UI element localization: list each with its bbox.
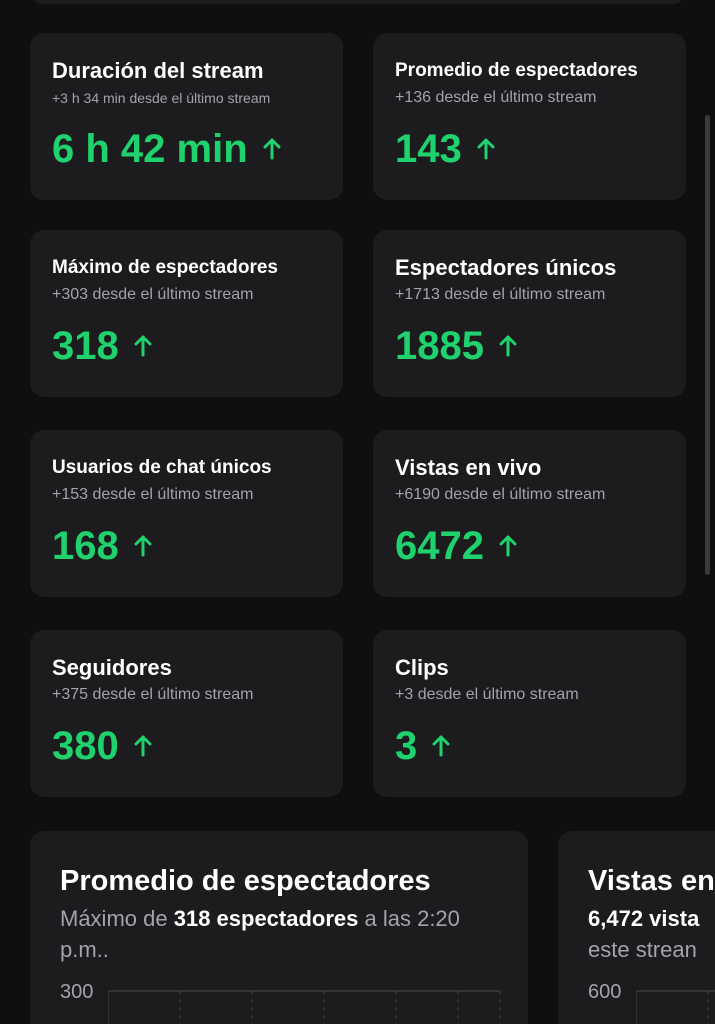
chart-title: Promedio de espectadores — [60, 865, 431, 897]
stat-value-row: 318 — [52, 324, 323, 368]
stat-card-stream-duration[interactable]: Duración del stream +3 h 34 min desde el… — [30, 33, 343, 200]
arrow-up-icon — [263, 138, 281, 160]
stat-value-row: 6 h 42 min — [52, 127, 323, 171]
stat-value-row: 168 — [52, 524, 323, 568]
stat-title: Vistas en vivo — [395, 455, 542, 480]
chart-grid — [636, 990, 715, 1024]
arrow-up-icon — [432, 735, 450, 757]
stat-delta: +136 desde el último stream — [395, 89, 597, 106]
stat-value: 143 — [395, 127, 462, 171]
stat-title: Promedio de espectadores — [395, 60, 638, 81]
chart-subtitle: Máximo de 318 espectadores a las 2:20 p.… — [60, 903, 500, 965]
chart-card-average-viewers[interactable]: Promedio de espectadores Máximo de 318 e… — [30, 831, 528, 1024]
stat-title: Espectadores únicos — [395, 255, 617, 280]
chart-subtitle-prefix: Máximo de — [60, 906, 174, 931]
stat-value: 6 h 42 min — [52, 127, 248, 171]
stat-delta: +1713 desde el último stream — [395, 286, 606, 303]
arrow-up-icon — [499, 535, 517, 557]
arrow-up-icon — [477, 138, 495, 160]
arrow-up-icon — [499, 335, 517, 357]
stat-delta: +3 h 34 min desde el último stream — [52, 90, 271, 106]
stat-title: Clips — [395, 655, 449, 680]
stat-title: Seguidores — [52, 655, 172, 680]
stat-value: 3 — [395, 724, 418, 768]
y-tick-label: 300 — [60, 981, 94, 1003]
stat-value-row: 1885 — [395, 324, 666, 368]
previous-card-edge — [30, 0, 685, 4]
stat-title: Usuarios de chat únicos — [52, 457, 272, 478]
stat-delta: +153 desde el último stream — [52, 486, 254, 503]
arrow-up-icon — [134, 335, 152, 357]
y-tick-label: 600 — [588, 981, 622, 1003]
arrow-up-icon — [134, 535, 152, 557]
stat-delta: +6190 desde el último stream — [395, 486, 606, 503]
stat-card-clips[interactable]: Clips +3 desde el último stream 3 — [373, 630, 686, 797]
stat-title: Máximo de espectadores — [52, 257, 278, 278]
chart-subtitle: 6,472 vista este strean — [588, 903, 715, 965]
stat-value-row: 380 — [52, 724, 323, 768]
stat-card-unique-viewers[interactable]: Espectadores únicos +1713 desde el últim… — [373, 230, 686, 397]
stat-value: 168 — [52, 524, 119, 568]
stat-delta: +375 desde el último stream — [52, 686, 254, 703]
chart-card-live-views[interactable]: Vistas en 6,472 vista este strean 600 — [558, 831, 715, 1024]
stat-value-row: 143 — [395, 127, 666, 171]
chart-subtitle-highlight: 318 espectadores — [173, 906, 359, 931]
stat-delta: +3 desde el último stream — [395, 686, 579, 703]
scrollbar[interactable] — [705, 115, 710, 575]
stat-card-unique-chatters[interactable]: Usuarios de chat únicos +153 desde el úl… — [30, 430, 343, 597]
stat-value: 1885 — [395, 324, 484, 368]
arrow-up-icon — [134, 735, 152, 757]
stat-card-average-viewers[interactable]: Promedio de espectadores +136 desde el ú… — [373, 33, 686, 200]
stat-value-row: 3 — [395, 724, 666, 768]
stat-card-followers[interactable]: Seguidores +375 desde el último stream 3… — [30, 630, 343, 797]
stat-card-peak-viewers[interactable]: Máximo de espectadores +303 desde el últ… — [30, 230, 343, 397]
chart-subtitle-highlight: 6,472 vista — [588, 906, 700, 931]
stat-value: 318 — [52, 324, 119, 368]
stat-value: 380 — [52, 724, 119, 768]
stat-value: 6472 — [395, 524, 484, 568]
stat-card-live-views[interactable]: Vistas en vivo +6190 desde el último str… — [373, 430, 686, 597]
stat-value-row: 6472 — [395, 524, 666, 568]
stat-title: Duración del stream — [52, 58, 264, 83]
chart-subtitle-suffix: a las 2:20 p.m.. — [60, 906, 460, 962]
chart-grid — [108, 990, 501, 1024]
stat-delta: +303 desde el último stream — [52, 286, 254, 303]
chart-subtitle-line2: este strean — [588, 937, 697, 962]
chart-title: Vistas en — [588, 865, 715, 897]
